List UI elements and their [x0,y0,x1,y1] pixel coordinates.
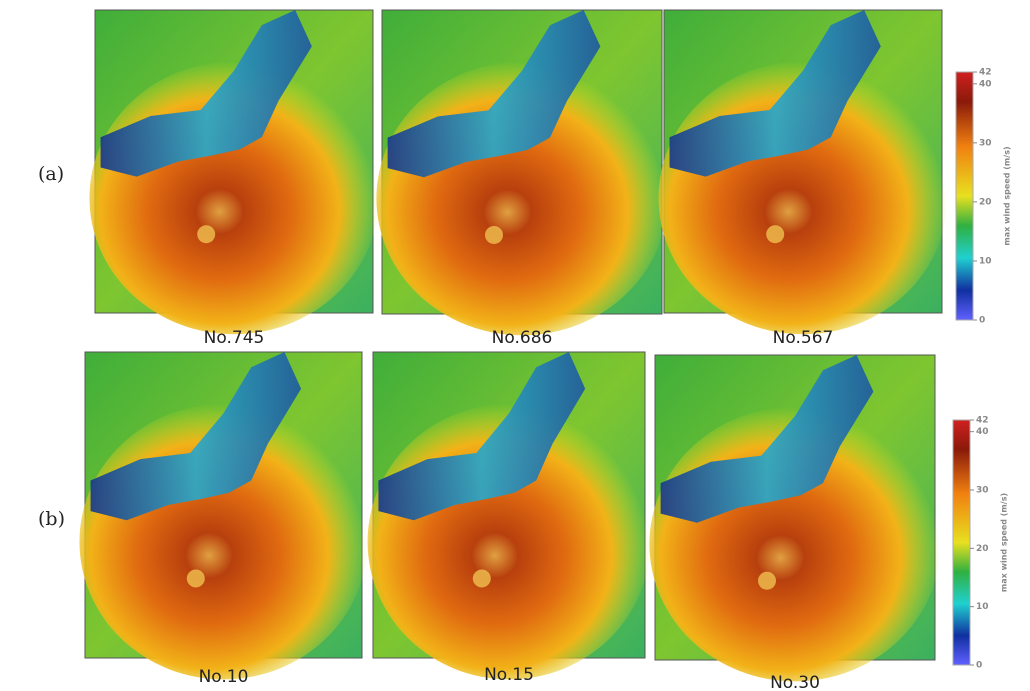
storm-eye [766,225,785,244]
row-label: (a) [38,163,64,185]
panel-label: No.30 [770,673,820,691]
land [90,352,302,521]
colorbar-tick-label: 42 [979,68,992,78]
map-panel [367,351,651,680]
storm-eye [758,571,776,590]
storm-eye [485,225,503,244]
colorbar-title: max wind speed (m/s) [1003,146,1012,245]
map-panel [89,9,379,335]
colorbar-tick-label: 40 [976,427,989,437]
panel-label: No.15 [484,665,534,685]
colorbar-tick-label: 42 [976,416,989,426]
panel-label: No.567 [773,328,834,348]
colorbar-tick-label: 0 [979,316,985,326]
storm-eye [186,569,205,588]
colorbar-tick-label: 10 [979,256,992,266]
land [378,352,586,521]
row-label: (b) [38,508,65,530]
land [387,10,601,178]
storm-eye [197,225,216,244]
land [660,355,874,523]
colorbar-tick-label: 30 [976,486,989,496]
colorbar [952,419,971,666]
map-panel [649,354,941,682]
land [669,10,881,177]
colorbar-tick-label: 10 [976,602,989,612]
colorbar-tick-label: 40 [979,79,992,89]
colorbar-tick-label: 30 [979,138,992,148]
panel-label: No.745 [204,328,265,348]
map-panel [376,9,668,336]
colorbar-tick-label: 20 [976,544,989,554]
land [100,10,312,177]
colorbar-title: max wind speed (m/s) [1000,493,1009,592]
map-panel [79,351,368,680]
colorbar-tick-label: 0 [976,661,982,671]
panel-label: No.686 [492,328,553,348]
colorbar [955,71,974,321]
panel-label: No.10 [199,667,249,687]
storm-eye [472,569,491,588]
map-panel [658,9,948,335]
colorbar-tick-label: 20 [979,197,992,207]
